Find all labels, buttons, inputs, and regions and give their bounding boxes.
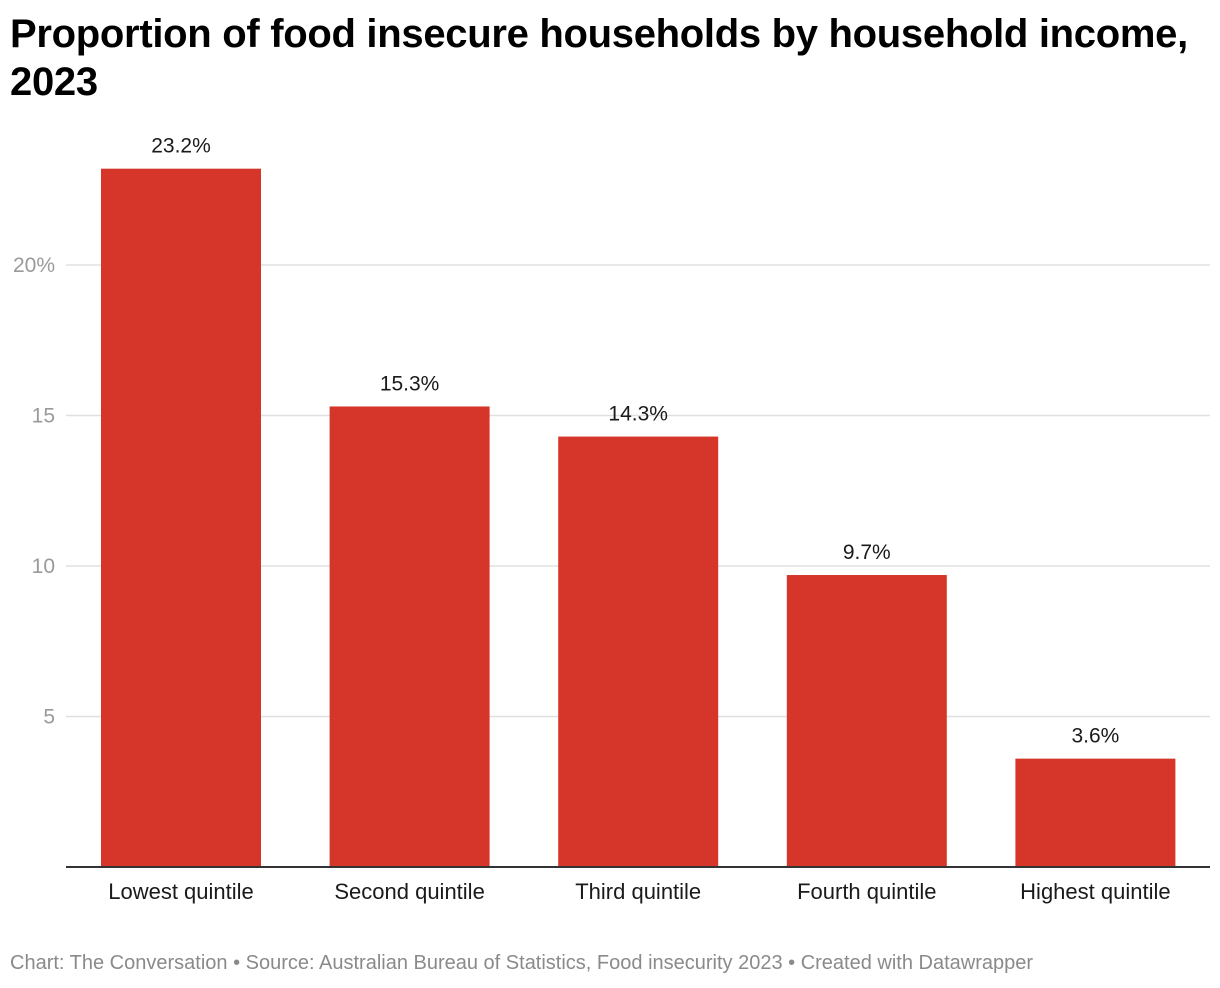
value-label: 9.7% (843, 541, 891, 564)
y-tick-label: 5 (43, 706, 55, 729)
y-axis-ticks: 5 10 15 20% (13, 254, 55, 729)
bar-5 (1015, 758, 1176, 867)
bars (101, 168, 1176, 867)
chart-footer: Chart: The Conversation • Source: Austra… (10, 952, 1034, 974)
value-labels: 23.2% 15.3% 14.3% 9.7% 3.6% (151, 135, 1119, 748)
category-label: Third quintile (575, 879, 701, 904)
category-label: Lowest quintile (108, 879, 254, 904)
category-label: Fourth quintile (797, 879, 936, 904)
chart-title: Proportion of food insecure households b… (10, 12, 1188, 104)
value-label: 3.6% (1071, 725, 1119, 748)
y-tick-label: 15 (32, 405, 55, 428)
value-label: 23.2% (151, 135, 211, 158)
category-label: Second quintile (334, 879, 484, 904)
category-label: Highest quintile (1020, 879, 1170, 904)
bar-2 (329, 406, 490, 867)
value-label: 14.3% (608, 403, 668, 426)
bar-3 (558, 436, 719, 867)
y-tick-label: 20% (13, 254, 55, 277)
bar-1 (101, 168, 261, 867)
value-label: 15.3% (380, 372, 440, 395)
category-labels: Lowest quintile Second quintile Third quin… (108, 879, 1170, 904)
bar-4 (786, 575, 947, 867)
y-tick-label: 10 (32, 555, 55, 578)
